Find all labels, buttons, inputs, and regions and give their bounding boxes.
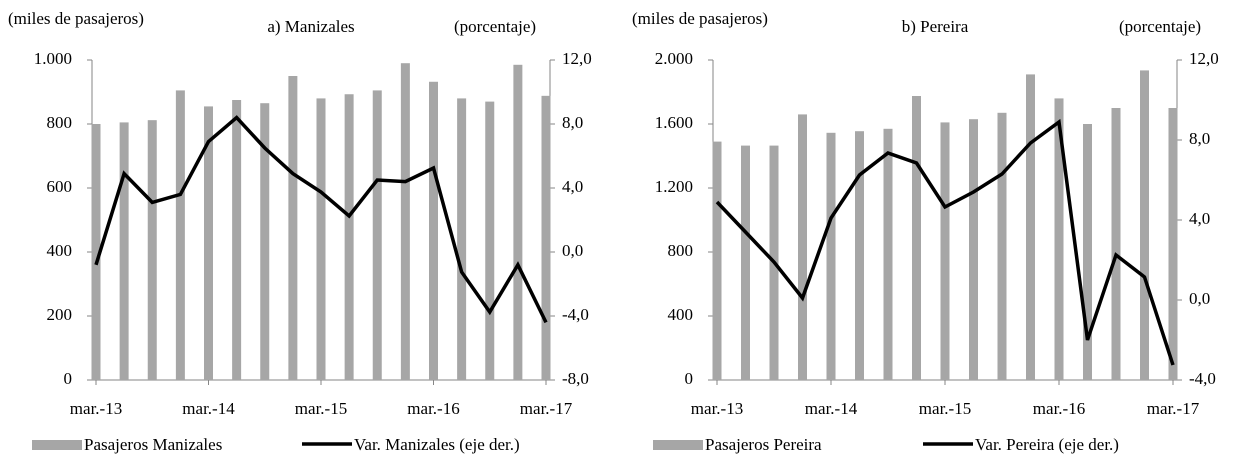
x-tick-label: mar.-17 <box>1147 399 1200 418</box>
bar <box>429 81 438 380</box>
y-tick-label: 400 <box>668 305 694 324</box>
bar <box>147 120 157 380</box>
bar <box>1083 124 1092 380</box>
y2-tick-label: 12,0 <box>1189 49 1219 68</box>
y-axis-label: (miles de pasajeros) <box>632 9 768 28</box>
bar <box>400 63 410 380</box>
x-tick-label: mar.-13 <box>691 399 743 418</box>
y-tick-label: 0 <box>64 369 73 388</box>
bar <box>997 112 1007 381</box>
y2-tick-label: -4,0 <box>562 305 589 324</box>
y2-tick-label: 8,0 <box>1189 129 1210 148</box>
bar <box>232 100 242 380</box>
y-tick-label: 800 <box>668 241 694 260</box>
y-tick-label: 600 <box>47 177 73 196</box>
bar <box>513 64 523 381</box>
y-axis-label: (miles de pasajeros) <box>8 9 144 28</box>
bar <box>1054 98 1064 381</box>
y-tick-label: 0 <box>685 369 694 388</box>
bar <box>912 96 921 380</box>
y2-tick-label: 0,0 <box>562 241 583 260</box>
y-tick-label: 1.600 <box>655 113 693 132</box>
bar <box>316 98 326 381</box>
x-tick-label: mar.-16 <box>1033 399 1085 418</box>
bar <box>175 90 185 381</box>
bar <box>1026 74 1035 381</box>
y-tick-label: 800 <box>47 113 73 132</box>
bar <box>372 90 382 381</box>
y2-tick-label: 12,0 <box>562 49 592 68</box>
x-tick-label: mar.-16 <box>407 399 459 418</box>
y2-tick-label: -8,0 <box>562 369 589 388</box>
x-tick-label: mar.-13 <box>70 399 122 418</box>
y2-tick-label: 4,0 <box>562 177 583 196</box>
bar <box>969 119 978 380</box>
legend-label: Var. Manizales (eje der.) <box>354 435 520 454</box>
y2-tick-label: 4,0 <box>1189 209 1210 228</box>
legend-label: Pasajeros Pereira <box>705 435 822 454</box>
y2-axis-label: (porcentaje) <box>1119 17 1201 36</box>
bar <box>204 106 213 381</box>
chart-title: a) Manizales <box>267 17 354 36</box>
bar <box>798 114 807 381</box>
x-tick-label: mar.-14 <box>805 399 858 418</box>
bar <box>457 98 467 381</box>
bar <box>1111 108 1121 380</box>
x-tick-label: mar.-14 <box>182 399 235 418</box>
y-tick-label: 2.000 <box>655 49 693 68</box>
y-tick-label: 1.000 <box>34 49 72 68</box>
line-series <box>715 118 1175 366</box>
y2-tick-label: 0,0 <box>1189 289 1210 308</box>
bar <box>91 124 101 380</box>
bar <box>344 94 354 381</box>
x-tick-label: mar.-17 <box>520 399 573 418</box>
y-tick-label: 200 <box>47 305 73 324</box>
y-tick-label: 1.200 <box>655 177 693 196</box>
bar <box>855 131 864 380</box>
legend-swatch <box>653 440 703 450</box>
bar <box>826 132 836 380</box>
bar <box>940 122 950 381</box>
bar <box>883 128 893 380</box>
chart-title: b) Pereira <box>902 17 969 36</box>
y-tick-label: 400 <box>47 241 73 260</box>
y2-tick-label: 8,0 <box>562 113 583 132</box>
legend-swatch <box>32 440 82 450</box>
bar <box>1140 70 1149 381</box>
bar <box>712 141 722 380</box>
bar <box>288 76 298 380</box>
x-tick-label: mar.-15 <box>919 399 971 418</box>
legend-label: Pasajeros Manizales <box>84 435 222 454</box>
bar <box>1168 108 1178 380</box>
bar <box>119 122 129 381</box>
x-tick-label: mar.-15 <box>295 399 347 418</box>
bar <box>485 101 495 380</box>
line-series <box>94 115 548 324</box>
bar <box>260 103 270 380</box>
bar <box>741 145 750 380</box>
y2-axis-label: (porcentaje) <box>454 17 536 36</box>
bar <box>541 95 551 380</box>
legend-label: Var. Pereira (eje der.) <box>975 435 1119 454</box>
y2-tick-label: -4,0 <box>1189 369 1216 388</box>
